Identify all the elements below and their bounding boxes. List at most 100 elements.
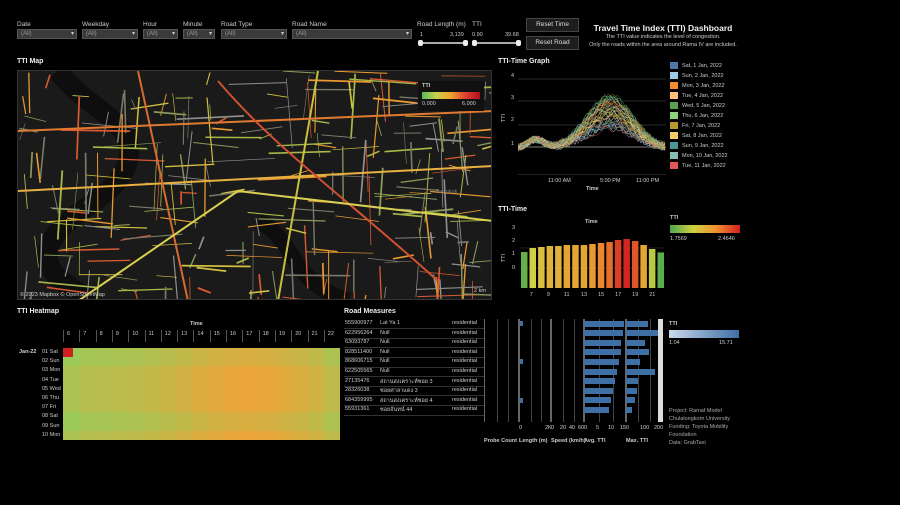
heatmap-cell[interactable] (307, 357, 325, 367)
weekday-select[interactable]: (All) ▾ (82, 29, 138, 39)
heatmap-cell[interactable] (307, 348, 325, 358)
heatmap-cell[interactable] (258, 384, 276, 395)
heatmap-cell[interactable] (128, 430, 145, 441)
heatmap-cell[interactable] (111, 412, 129, 422)
heatmap-cell[interactable] (128, 357, 145, 367)
heatmap-cell[interactable] (242, 430, 259, 441)
table-row[interactable]: 55931361 ซอยจันทน์ 44 residential (344, 405, 484, 415)
heatmap-cell[interactable] (63, 403, 80, 413)
heatmap-cell[interactable] (144, 394, 162, 404)
heatmap-cell[interactable] (111, 366, 129, 376)
heatmap-cell[interactable] (144, 421, 162, 432)
heatmap-cell[interactable] (209, 403, 227, 413)
heatmap-cell[interactable] (291, 384, 308, 395)
heatmap-cell[interactable] (128, 403, 145, 413)
max-tti-bar[interactable] (626, 349, 650, 356)
graph-legend-item[interactable]: Mon, 10 Jan, 2022 (670, 152, 728, 161)
heatmap-cell[interactable] (323, 430, 341, 441)
heatmap-cell[interactable] (274, 403, 292, 413)
heatmap-cell[interactable] (177, 384, 194, 395)
heatmap-cell[interactable] (242, 348, 259, 358)
heatmap-cell[interactable] (160, 366, 178, 376)
heatmap-cell[interactable] (111, 384, 129, 395)
heatmap-cell[interactable] (160, 421, 178, 432)
heatmap-cell[interactable] (95, 403, 113, 413)
bar-8[interactable] (538, 247, 545, 288)
heatmap-cell[interactable] (144, 348, 162, 358)
max-tti-bar[interactable] (626, 320, 648, 327)
heatmap-cell[interactable] (193, 412, 210, 422)
heatmap-cell[interactable] (79, 348, 96, 358)
heatmap-cell[interactable] (177, 348, 194, 358)
avg-tti-bar[interactable] (584, 330, 623, 337)
heatmap-cell[interactable] (274, 366, 292, 376)
heatmap-cell[interactable] (226, 375, 243, 386)
heatmap-cell[interactable] (160, 412, 178, 422)
heatmap-cell[interactable] (95, 375, 113, 386)
heatmap-cell[interactable] (193, 357, 210, 367)
heatmap-cell[interactable] (323, 403, 341, 413)
heatmap-cell[interactable] (111, 375, 129, 386)
bar-9[interactable] (546, 246, 554, 288)
heatmap-cell[interactable] (274, 430, 292, 441)
avg-tti-bar[interactable] (584, 358, 620, 365)
heatmap-cell[interactable] (209, 394, 227, 404)
heatmap-cell[interactable] (177, 394, 194, 404)
bar-21[interactable] (648, 249, 656, 288)
heatmap-cell[interactable] (111, 421, 129, 432)
max-tti-bar[interactable] (626, 387, 637, 394)
heatmap-cell[interactable] (128, 348, 145, 358)
heatmap-cell[interactable] (209, 430, 227, 441)
heatmap-cell[interactable] (63, 357, 80, 367)
max-tti-bar[interactable] (626, 358, 640, 365)
heatmap-cell[interactable] (177, 430, 194, 441)
heatmap-cell[interactable] (63, 421, 80, 432)
heatmap-cell[interactable] (95, 421, 113, 432)
heatmap-cell[interactable] (242, 366, 259, 376)
slider-handle-right[interactable] (463, 40, 468, 46)
heatmap-cell[interactable] (95, 366, 113, 376)
date-select[interactable]: (All) ▾ (17, 29, 77, 39)
heatmap-cell[interactable] (226, 348, 243, 358)
heatmap-cell[interactable] (307, 394, 325, 404)
heatmap-cell[interactable] (209, 412, 227, 422)
heatmap-cell[interactable] (128, 384, 145, 395)
heatmap-cell[interactable] (323, 394, 341, 404)
heatmap-cell[interactable] (79, 430, 96, 441)
heatmap-cell[interactable] (193, 375, 210, 386)
heatmap-cell[interactable] (95, 394, 113, 404)
tti-lines-plot[interactable] (518, 75, 666, 175)
heatmap-cell[interactable] (258, 375, 276, 386)
heatmap-cell[interactable] (79, 403, 96, 413)
heatmap-cell[interactable] (160, 384, 178, 395)
bar-18[interactable] (623, 239, 630, 288)
heatmap-cell[interactable] (193, 430, 210, 441)
graph-legend-item[interactable]: Mon, 3 Jan, 2022 (670, 82, 725, 91)
heatmap-cell[interactable] (177, 412, 194, 422)
slider-handle-right[interactable] (516, 40, 521, 46)
length-bar[interactable] (520, 321, 523, 326)
table-row[interactable]: 622956264 Null residential (344, 329, 484, 339)
map-attribution[interactable]: © 2023 Mapbox © OpenStreetMap (20, 292, 105, 298)
heatmap-cell[interactable] (79, 394, 96, 404)
heatmap-cell[interactable] (291, 366, 308, 376)
table-row[interactable]: 868606715 Null residential (344, 357, 484, 367)
heatmap-cell[interactable] (79, 357, 96, 367)
tti-heatmap[interactable]: Jan-22 6 7 8 9 10 11 12 13 14 15 16 17 18 19 20 21 22 01 … (17, 328, 341, 450)
heatmap-cell[interactable] (226, 421, 243, 432)
table-scrollbar[interactable] (658, 319, 663, 422)
heatmap-cell[interactable] (274, 394, 292, 404)
length-bar[interactable] (520, 397, 523, 403)
heatmap-cell[interactable] (307, 412, 325, 422)
heatmap-cell[interactable] (193, 421, 210, 432)
heatmap-cell[interactable] (323, 366, 341, 376)
heatmap-cell[interactable] (177, 421, 194, 432)
heatmap-cell[interactable] (209, 384, 227, 395)
bar-22[interactable] (657, 252, 665, 288)
length-bar[interactable] (520, 359, 523, 365)
heatmap-cell[interactable] (323, 375, 341, 386)
heatmap-cell[interactable] (160, 375, 178, 386)
heatmap-cell[interactable] (242, 384, 259, 395)
heatmap-cell[interactable] (128, 375, 145, 386)
heatmap-cell[interactable] (160, 357, 178, 367)
